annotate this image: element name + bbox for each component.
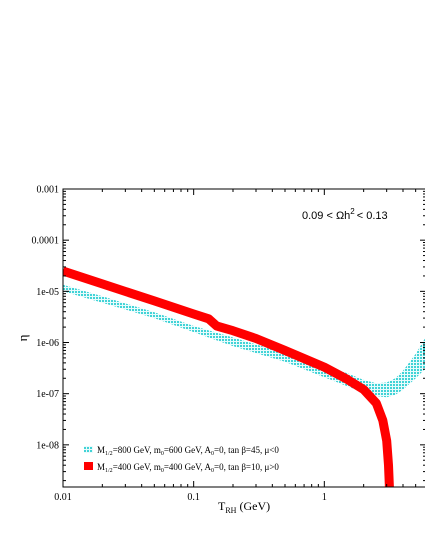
x-tick-label: 1 — [322, 492, 327, 503]
x-tick-label: 0.1 — [187, 492, 200, 503]
series-band-0 — [63, 284, 425, 398]
plot-frame — [62, 188, 425, 488]
legend: M1/2=800 GeV, m0=600 GeV, A0=0, tan β=45… — [84, 445, 279, 474]
y-axis-label: η — [15, 334, 30, 341]
x-tick-label: 0.01 — [54, 492, 72, 503]
data-layer — [63, 266, 425, 487]
y-tick-label: 1e-06 — [36, 338, 59, 349]
legend-swatch-band — [84, 446, 93, 453]
series-line-1 — [63, 266, 394, 487]
omega-annotation: 0.09 < Ωh2 < 0.13 — [302, 207, 388, 222]
legend-label-line: M1/2=400 GeV, m0=400 GeV, A0=0, tan β=10… — [97, 462, 279, 474]
legend-label-band: M1/2=800 GeV, m0=600 GeV, A0=0, tan β=45… — [97, 445, 279, 457]
legend-swatch-line — [84, 462, 93, 470]
x-axis-label: TRH (GeV) — [218, 499, 270, 515]
y-tick-label: 1e-05 — [36, 287, 59, 298]
y-tick-label: 0.0001 — [32, 236, 60, 247]
y-tick-label: 0.001 — [37, 185, 60, 196]
y-tick-label: 1e-07 — [36, 389, 59, 400]
y-tick-label: 1e-08 — [36, 440, 59, 451]
